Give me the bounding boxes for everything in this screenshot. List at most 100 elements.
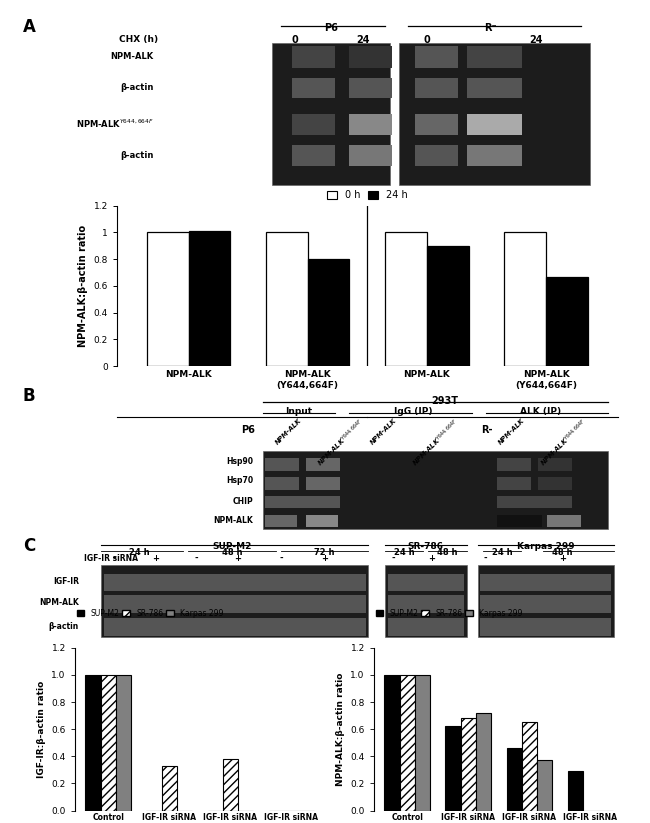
Text: -: - [484,554,488,563]
Bar [427,246,469,366]
Bar [467,45,522,68]
Bar [349,77,392,99]
Bar [307,259,349,366]
Text: A: A [23,18,36,36]
Bar [387,574,464,591]
Bar [385,565,467,637]
Text: NPM-ALK$^{Y644,664F}$: NPM-ALK$^{Y644,664F}$ [538,416,590,468]
Text: β-actin: β-actin [120,151,153,160]
Text: P6: P6 [324,23,338,33]
Bar [497,458,531,471]
Bar [272,43,390,185]
Text: P6: P6 [241,425,255,435]
Text: CHIP: CHIP [233,497,254,506]
Bar [546,277,588,366]
Legend: 0 h, 24 h: 0 h, 24 h [323,187,411,204]
Bar [265,458,299,471]
Bar [306,458,340,471]
Bar [349,145,392,165]
Bar [415,145,458,165]
Text: IGF-IR siRNA: IGF-IR siRNA [84,554,138,563]
Text: NPM-ALK: NPM-ALK [39,598,79,607]
Bar [162,766,177,811]
Bar [101,565,369,637]
Text: NPM-ALK: NPM-ALK [369,416,398,445]
Bar [497,495,572,508]
Text: -: - [280,554,283,563]
Text: +: + [321,554,328,563]
Text: NPM-ALK$^{Y644,664F}$: NPM-ALK$^{Y644,664F}$ [411,416,462,468]
Text: Input: Input [285,407,313,416]
Bar [85,675,101,811]
Bar [399,43,590,185]
Text: 48 h: 48 h [437,548,458,557]
Text: +: + [559,554,566,563]
Bar [467,114,522,135]
Text: IgG (IP): IgG (IP) [393,407,432,416]
Bar [306,514,338,527]
Text: Hsp90: Hsp90 [226,457,254,466]
Bar [480,618,612,636]
Text: NPM-ALK: NPM-ALK [214,516,254,525]
Bar [445,727,461,811]
Text: Karpas 299: Karpas 299 [517,542,575,551]
Bar [480,595,612,612]
Bar [538,477,572,491]
Bar [461,718,476,811]
Bar [467,145,522,165]
Bar [415,45,458,68]
Bar [538,458,572,471]
Text: +: + [234,554,241,563]
Bar [223,759,238,811]
Bar [116,675,131,811]
Text: ALK (IP): ALK (IP) [519,407,561,416]
Text: 0: 0 [423,35,430,44]
Text: -: - [112,554,116,563]
Bar [188,231,230,366]
Y-axis label: NPM-ALK:β-actin ratio: NPM-ALK:β-actin ratio [78,225,88,347]
Text: 48 h: 48 h [222,548,242,557]
Bar [265,514,296,527]
Bar [265,495,340,508]
Bar [266,232,307,366]
Text: -: - [391,554,395,563]
Bar [263,451,608,529]
Text: β-actin: β-actin [120,83,153,92]
Bar [387,595,464,612]
Text: NPM-ALK: NPM-ALK [497,416,525,445]
Text: NPM-ALK: NPM-ALK [274,416,302,445]
Text: B: B [23,387,35,405]
Y-axis label: IGF-IR:β-actin ratio: IGF-IR:β-actin ratio [37,681,46,778]
Bar [147,232,188,366]
Text: +: + [428,554,435,563]
Text: 293T: 293T [431,397,458,407]
Bar [384,675,400,811]
Bar [387,618,464,636]
Text: 24 h: 24 h [394,548,414,557]
Bar [292,114,335,135]
Text: 48 h: 48 h [552,548,573,557]
Bar [476,713,491,811]
Bar [547,514,581,527]
Text: NPM-ALK$^{Y644,664F}$: NPM-ALK$^{Y644,664F}$ [75,118,153,131]
Bar [415,77,458,99]
Text: IGF-IR: IGF-IR [53,577,79,586]
Bar [103,595,366,612]
Text: 72 h: 72 h [315,548,335,557]
Text: SR-786: SR-786 [408,542,444,551]
Text: 24 h: 24 h [129,548,150,557]
Text: SUP-M2: SUP-M2 [213,542,252,551]
Bar [292,77,335,99]
Text: -: - [194,554,198,563]
Bar [400,675,415,811]
Bar [292,145,335,165]
Bar [101,675,116,811]
Bar [349,114,392,135]
Bar [292,45,335,68]
Bar [385,232,427,366]
Bar [504,232,546,366]
Bar [567,771,583,811]
Bar [506,748,522,811]
Text: C: C [23,537,35,555]
Bar [415,114,458,135]
